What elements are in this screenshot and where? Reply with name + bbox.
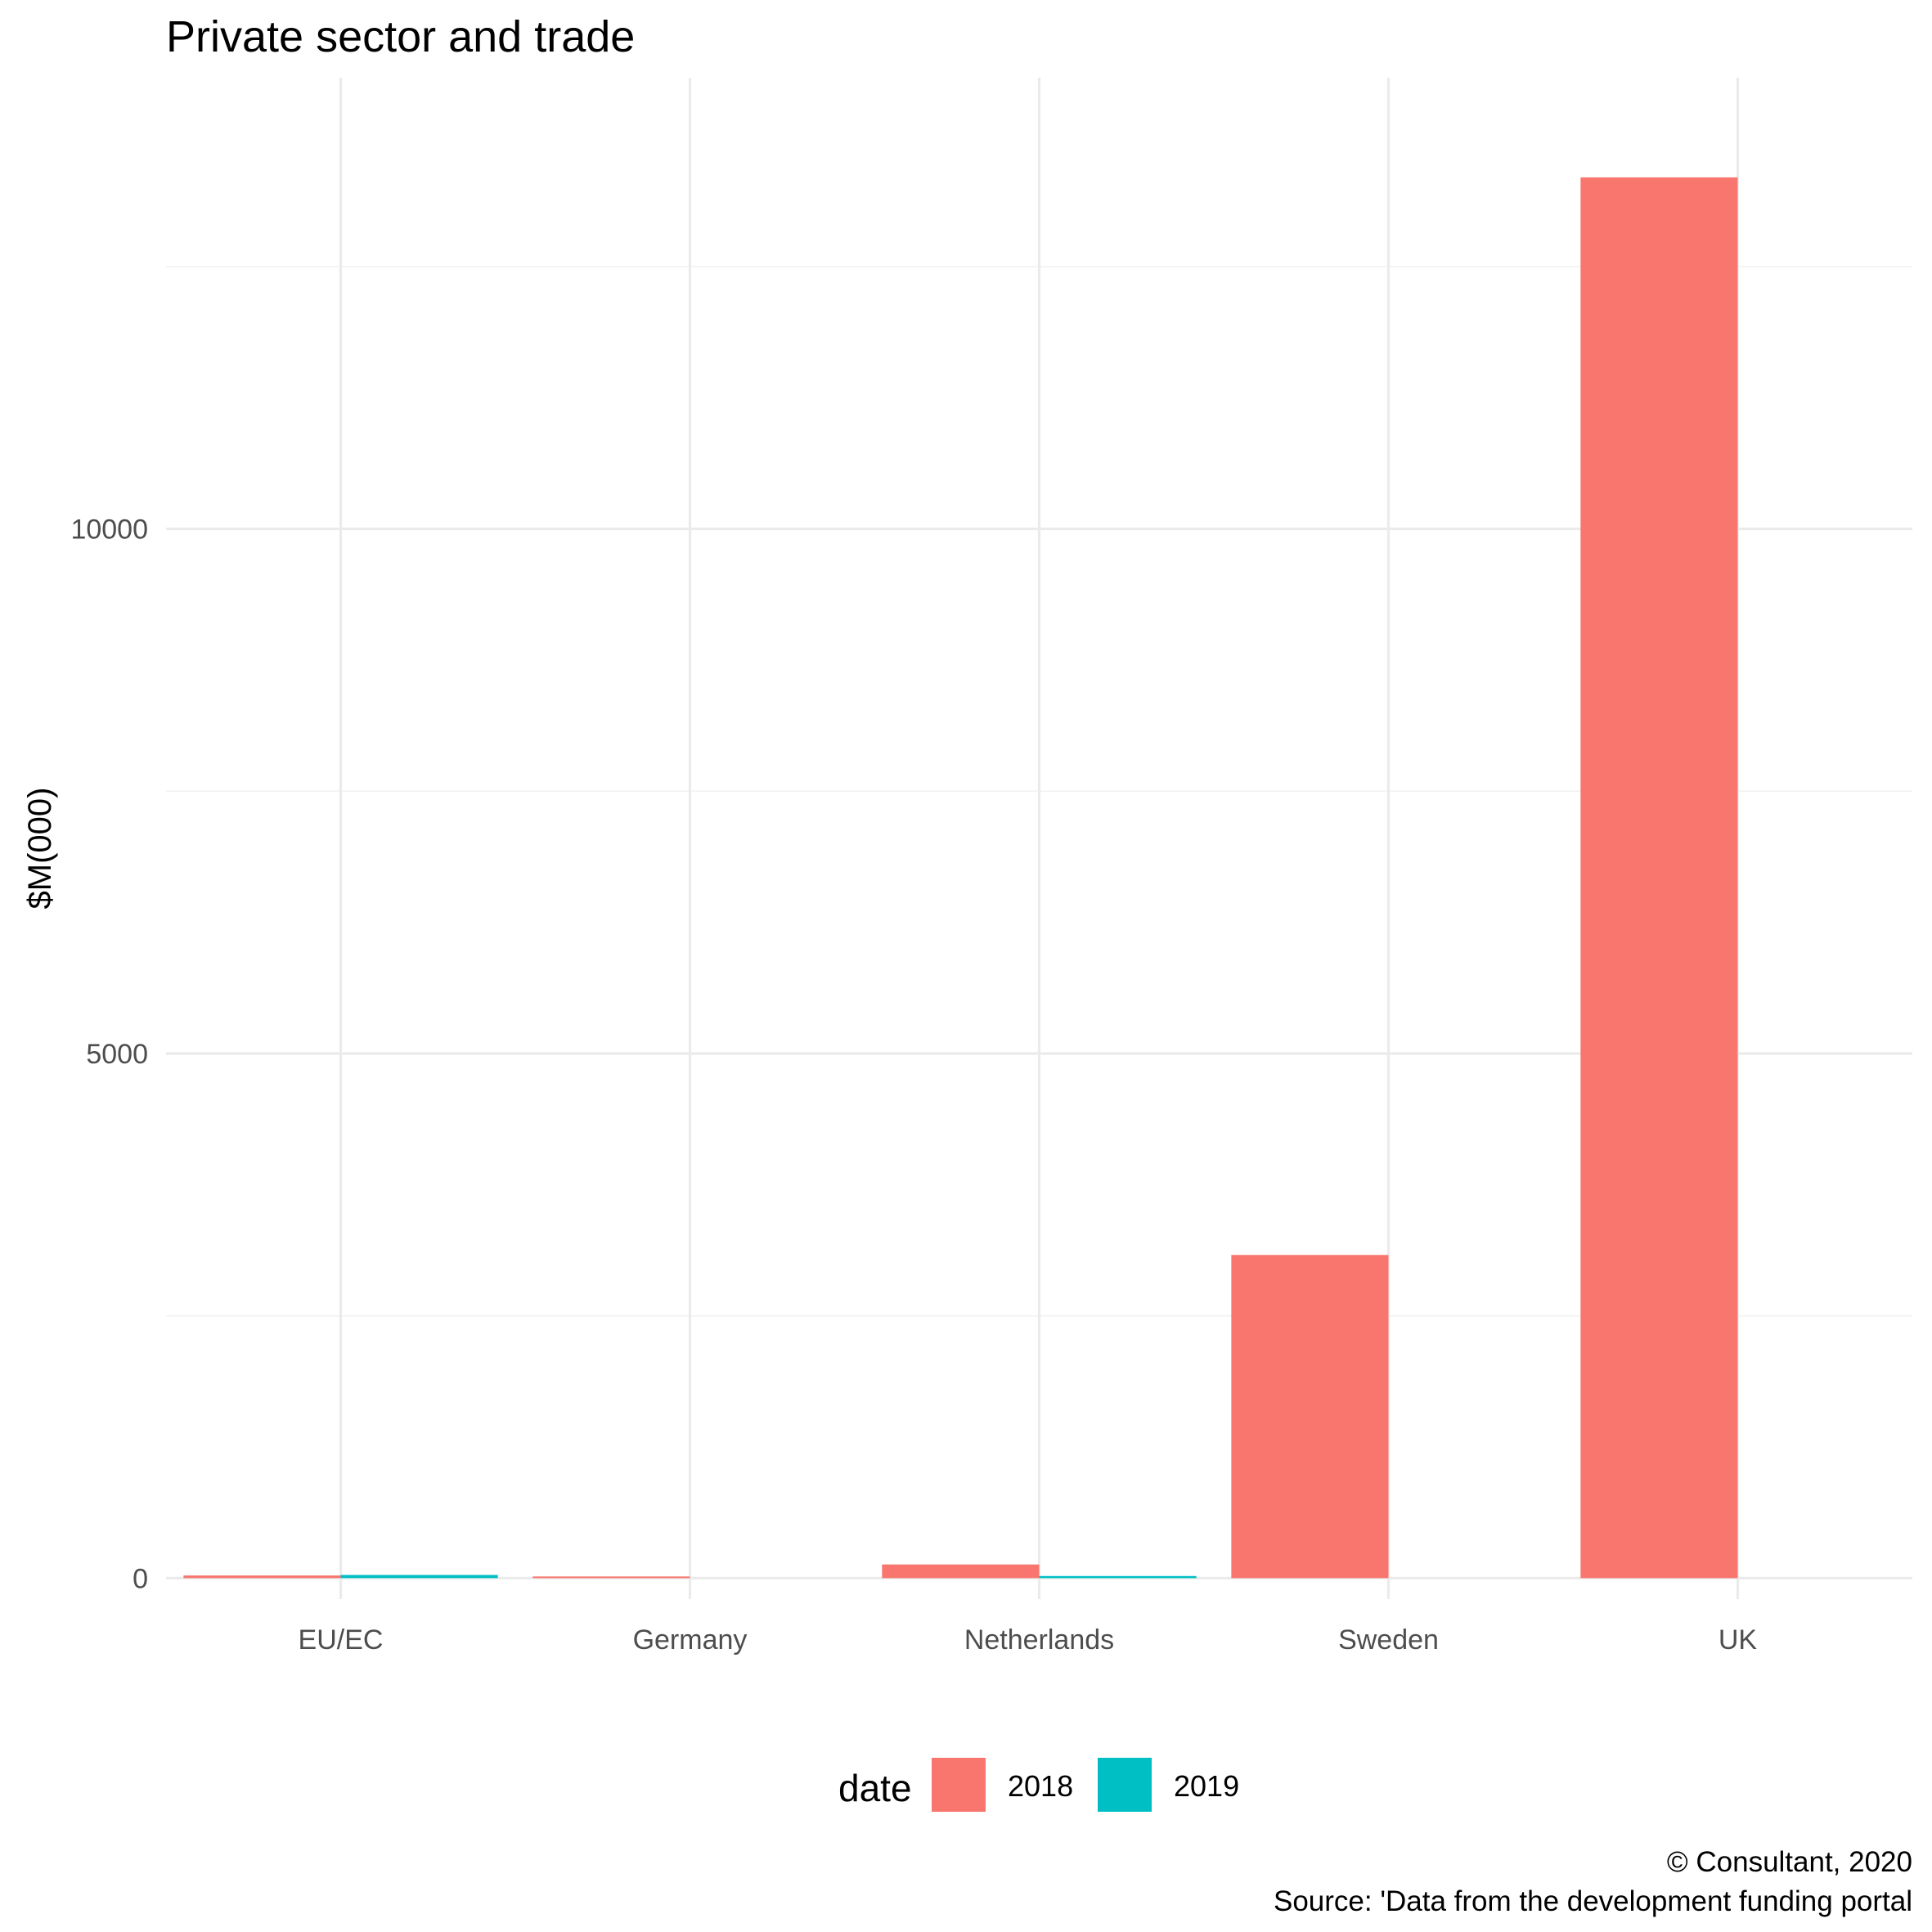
y-tick-label: 5000 (86, 1039, 148, 1070)
legend-label-2019: 2019 (1174, 1769, 1239, 1803)
x-tick-label-sweden: Sweden (1338, 1624, 1439, 1656)
x-tick-label-uk: UK (1719, 1624, 1758, 1656)
y-axis-title: $M(000) (22, 788, 58, 910)
bar-eu-ec-2018 (183, 1575, 341, 1579)
x-axis-ticks: EU/EC Germany Netherlands Sweden UK (299, 1624, 1758, 1656)
caption-line-2: Source: 'Data from the development fundi… (1274, 1885, 1912, 1917)
bar-netherlands-2019 (1039, 1575, 1197, 1579)
caption-line-1: © Consultant, 2020 (1667, 1846, 1912, 1878)
y-tick-label: 0 (133, 1563, 148, 1594)
chart-title: Private sector and trade (166, 12, 635, 61)
legend-key-2018 (932, 1758, 986, 1812)
x-tick-label-germany: Germany (633, 1624, 748, 1656)
legend: date 2018 2019 (838, 1758, 1239, 1812)
legend-label-2018: 2018 (1008, 1769, 1073, 1803)
bar-netherlands-2018 (882, 1564, 1040, 1579)
legend-title: date (838, 1767, 912, 1809)
x-tick-label-eu-ec: EU/EC (299, 1624, 384, 1656)
x-tick-label-netherlands: Netherlands (964, 1624, 1114, 1656)
y-axis-ticks: 0 5000 10000 (70, 514, 148, 1595)
bar-sweden-2018 (1231, 1255, 1389, 1579)
bar-eu-ec-2019 (340, 1575, 498, 1579)
bar-germany-2018 (532, 1576, 690, 1579)
caption: © Consultant, 2020 Source: 'Data from th… (1274, 1846, 1912, 1917)
bars (183, 177, 1738, 1579)
bar-uk-2018 (1580, 177, 1738, 1579)
legend-key-2019 (1098, 1758, 1152, 1812)
y-tick-label: 10000 (70, 514, 148, 546)
